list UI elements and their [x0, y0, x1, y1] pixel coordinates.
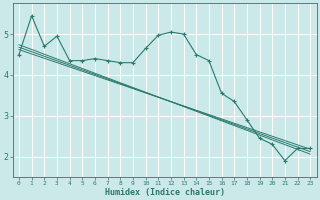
X-axis label: Humidex (Indice chaleur): Humidex (Indice chaleur) — [105, 188, 225, 197]
